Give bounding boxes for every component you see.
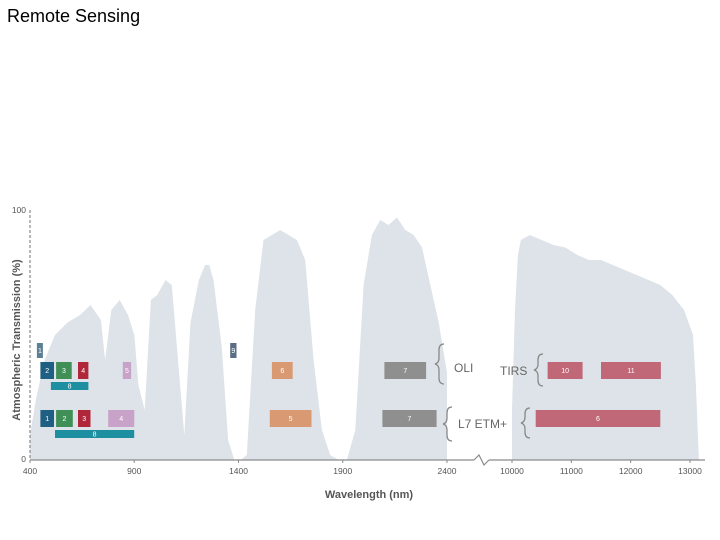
- band-l7-etm--3: 3: [78, 410, 91, 427]
- band-l7-etm--2: 2: [56, 410, 73, 427]
- band-oli-5: 5: [122, 362, 132, 379]
- x-tick-label: 10000: [500, 466, 524, 476]
- band-label: 6: [596, 416, 600, 423]
- band-label: 8: [93, 432, 97, 439]
- band-l7-etm--8: 8: [55, 430, 135, 439]
- band-oli-1: 1: [36, 343, 43, 358]
- band-oli-8: 8: [50, 382, 89, 391]
- band-rect: [36, 343, 43, 358]
- axis-layer: [29, 210, 705, 467]
- band-label: 1: [45, 416, 49, 423]
- band-rect: [601, 362, 661, 379]
- x-tick-label: 11000: [560, 466, 583, 476]
- band-label: 6: [280, 368, 284, 375]
- band-rect: [78, 410, 91, 427]
- band-rect: [50, 382, 89, 390]
- slide-title: Remote Sensing: [7, 6, 141, 26]
- band-rect: [40, 362, 54, 379]
- band-label: 4: [119, 416, 123, 423]
- etm-thermal-brace-icon: [520, 407, 531, 439]
- band-rect: [547, 362, 583, 379]
- band-label: 4: [81, 368, 85, 375]
- x-axis-break: [473, 453, 490, 467]
- transmission-area-vnir-swir: [30, 217, 447, 460]
- band-l7-etm--7: 7: [382, 410, 437, 427]
- tick-layer: 400 900 1400 1900 2400 10000 11000 12000 13000: [23, 460, 702, 476]
- x-tick-label: 1900: [333, 466, 352, 476]
- band-rect: [40, 410, 54, 427]
- band-rect: [384, 362, 427, 379]
- band-rect: [55, 430, 135, 438]
- band-rect: [271, 362, 293, 379]
- group-label-tirs: TIRS: [500, 364, 527, 378]
- band-label: 11: [627, 368, 634, 375]
- band-tirs-11: 11: [601, 362, 661, 379]
- band-label: 2: [62, 416, 66, 423]
- band-rect: [535, 410, 661, 427]
- band-oli-9: 9: [230, 343, 237, 358]
- band-rect: [78, 362, 89, 379]
- band-rect: [122, 362, 132, 379]
- band-rect: [56, 410, 73, 427]
- etm-brace-icon: [442, 406, 453, 442]
- band-label: 7: [403, 368, 407, 375]
- group-label-oli: OLI: [454, 361, 473, 375]
- band-label: 8: [68, 384, 72, 391]
- x-tick-label: 12000: [619, 466, 643, 476]
- band-l7-etm--5: 5: [269, 410, 312, 427]
- x-tick-label: 2400: [438, 466, 457, 476]
- transmission-area-thermal: [512, 235, 699, 460]
- y-tick-label-max: 100: [12, 205, 26, 215]
- band-rect: [56, 362, 72, 379]
- band-oli-6: 6: [271, 362, 293, 379]
- y-axis-label: Atmospheric Transmission (%): [11, 259, 23, 421]
- group-label-etm: L7 ETM+: [458, 417, 507, 431]
- band-label: 1: [38, 348, 42, 355]
- band-label: 5: [125, 368, 129, 375]
- band-label: 3: [62, 368, 66, 375]
- band-rect: [108, 410, 135, 427]
- band-l7-etm--6: 6: [535, 410, 661, 427]
- band-label: 10: [561, 368, 569, 375]
- band-rect: [230, 343, 237, 358]
- band-oli-4: 4: [78, 362, 89, 379]
- band-oli-3: 3: [56, 362, 72, 379]
- band-oli-7: 7: [384, 362, 427, 379]
- x-tick-label: 1400: [229, 466, 248, 476]
- band-l7-etm--4: 4: [108, 410, 135, 427]
- band-l7-etm--1: 1: [40, 410, 54, 427]
- band-label: 2: [45, 368, 49, 375]
- band-oli-2: 2: [40, 362, 54, 379]
- band-label: 3: [82, 416, 86, 423]
- band-rect: [382, 410, 437, 427]
- transmission-area-layer: [30, 217, 699, 460]
- band-label: 9: [231, 348, 235, 355]
- y-tick-label-min: 0: [21, 454, 26, 464]
- band-rect: [269, 410, 312, 427]
- band-label: 5: [289, 416, 293, 423]
- band-label: 7: [408, 416, 412, 423]
- band-tirs-10: 10: [547, 362, 583, 379]
- x-tick-label: 13000: [678, 466, 702, 476]
- tirs-brace-icon: [533, 353, 544, 387]
- x-tick-label: 400: [23, 466, 37, 476]
- x-axis-label: Wavelength (nm): [325, 489, 414, 501]
- oli-brace-icon: [434, 343, 445, 385]
- x-tick-label: 900: [127, 466, 141, 476]
